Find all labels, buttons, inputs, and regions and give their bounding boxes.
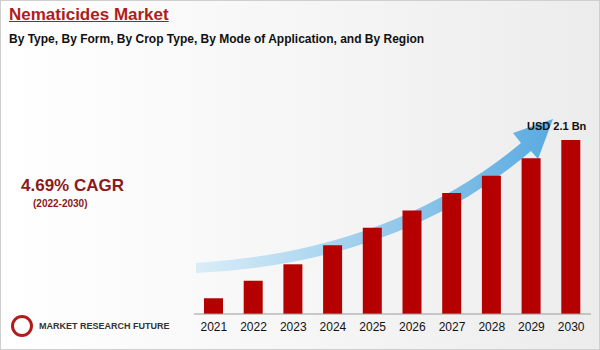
html-text:By Type, By Form, By Crop Type: By Type, By Form, By Crop Type, By Mode … <box>9 32 425 46</box>
svg-text:2029: 2029 <box>518 320 545 334</box>
svg-text:2030: 2030 <box>558 320 585 334</box>
html-text:(2022-2030): (2022-2030) <box>33 198 88 209</box>
html-text:4.69% CAGR: 4.69% CAGR <box>21 176 124 195</box>
svg-text:2023: 2023 <box>280 320 307 334</box>
html-text:USD 2.1 Bn: USD 2.1 Bn <box>527 120 587 132</box>
html-text:Nematicides Market: Nematicides Market <box>9 5 169 24</box>
svg-text:2024: 2024 <box>320 320 347 334</box>
svg-text:2022: 2022 <box>240 320 267 334</box>
svg-text:2025: 2025 <box>359 320 386 334</box>
html-text:MARKET RESEARCH FUTURE: MARKET RESEARCH FUTURE <box>39 321 170 331</box>
svg-text:2026: 2026 <box>399 320 426 334</box>
svg-text:2027: 2027 <box>439 320 466 334</box>
svg-text:2028: 2028 <box>478 320 505 334</box>
svg-text:2021: 2021 <box>200 320 227 334</box>
